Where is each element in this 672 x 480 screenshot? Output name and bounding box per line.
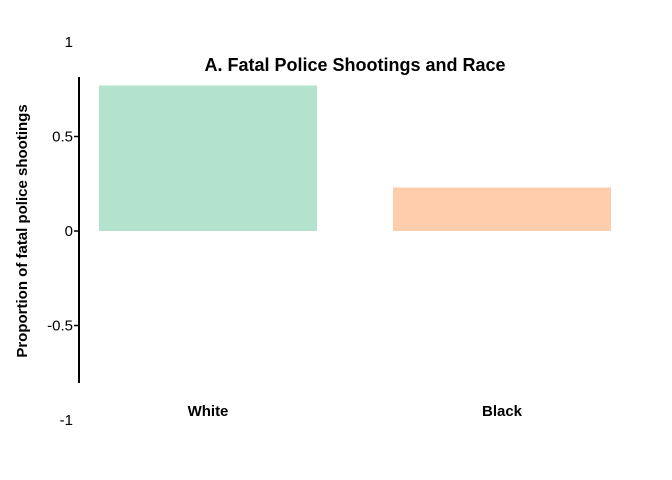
y-tick-label: 1 xyxy=(65,34,73,51)
bars xyxy=(99,85,611,231)
chart-title: A. Fatal Police Shootings and Race xyxy=(204,55,505,75)
y-tick-label: 0 xyxy=(65,223,73,240)
bar-black xyxy=(393,187,611,231)
x-axis-categories: White Black xyxy=(188,403,523,420)
bar-white xyxy=(99,85,317,231)
y-axis-ticks: -1 -0.5 0 0.5 1 xyxy=(47,34,79,429)
y-tick-label: -1 xyxy=(60,412,73,429)
y-tick-label: -0.5 xyxy=(47,318,73,335)
y-axis-label: Proportion of fatal police shootings xyxy=(14,104,31,357)
y-tick-label: 0.5 xyxy=(52,129,73,146)
x-category-label: Black xyxy=(482,403,523,420)
x-category-label: White xyxy=(188,403,229,420)
